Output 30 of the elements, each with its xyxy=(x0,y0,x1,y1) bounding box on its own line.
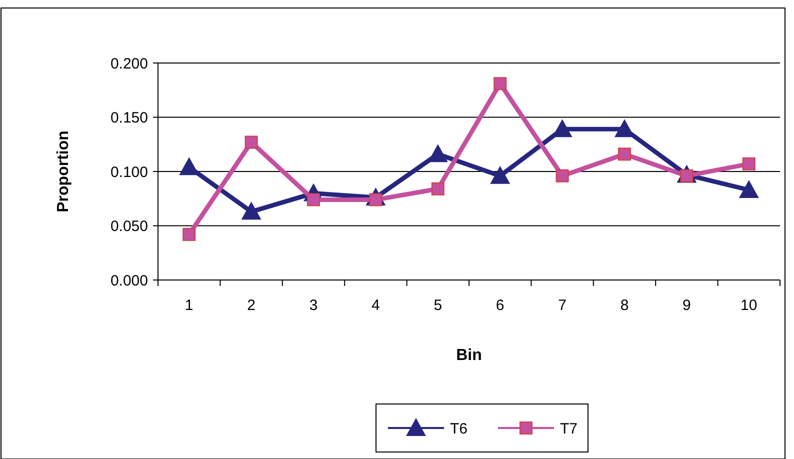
point xyxy=(307,193,320,206)
point xyxy=(241,202,262,220)
x-tick-label: 3 xyxy=(309,297,318,314)
point xyxy=(244,136,258,149)
x-tick-label: 7 xyxy=(558,297,566,314)
y-tick-label: 0.000 xyxy=(110,272,148,290)
point xyxy=(490,166,510,184)
x-axis-title: Bin xyxy=(456,347,482,364)
x-tick-label: 4 xyxy=(372,297,380,314)
legend-label: T6 xyxy=(450,420,468,438)
point xyxy=(182,228,196,241)
legend-label: T7 xyxy=(560,420,578,438)
x-tick-label: 5 xyxy=(434,297,442,314)
x-tick-label: 8 xyxy=(620,297,629,314)
x-tick-label: 2 xyxy=(247,297,256,314)
y-tick-label: 0.100 xyxy=(110,164,148,181)
x-tick-label: 1 xyxy=(184,297,194,314)
y-tick-label: 0.050 xyxy=(110,218,148,235)
x-tick-label: 9 xyxy=(682,297,691,314)
y-tick-label: 0.150 xyxy=(110,110,148,126)
point xyxy=(742,157,756,170)
point xyxy=(431,182,444,196)
x-tick-label: 10 xyxy=(740,297,758,314)
point xyxy=(618,148,631,161)
point xyxy=(494,77,507,90)
y-axis-title: Proportion xyxy=(55,130,72,212)
x-tick-label: 6 xyxy=(496,297,504,314)
point xyxy=(556,169,569,182)
y-tick-label: 0.200 xyxy=(110,55,148,72)
point xyxy=(738,180,759,198)
